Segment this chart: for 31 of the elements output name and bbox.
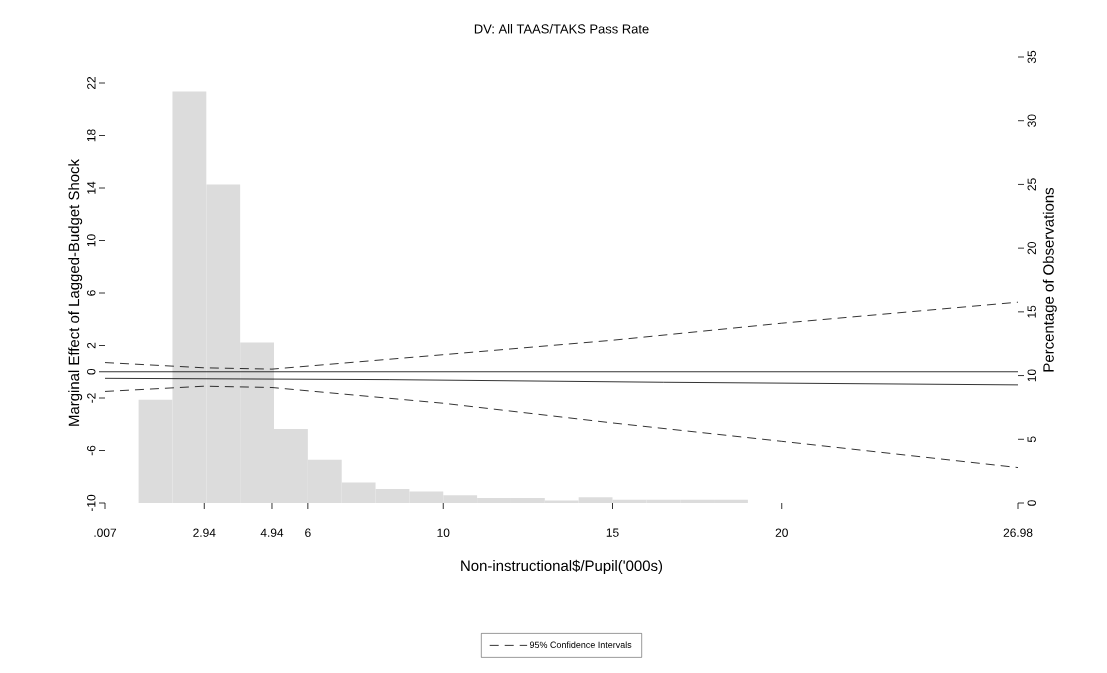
y-tick-label: 22 [87, 76, 96, 90]
y-tick-label: 6 [87, 290, 96, 296]
y-axis-title: Marginal Effect of Lagged-Budget Shock [68, 159, 83, 426]
y-tick-label: -2 [87, 393, 96, 403]
y2-tick-label: 30 [1027, 114, 1036, 127]
y-tick-label: 18 [87, 129, 96, 142]
chart-title: DV: All TAAS/TAKS Pass Rate [474, 23, 649, 34]
y-tick-label: 2 [87, 342, 96, 349]
y2-tick-label: 5 [1027, 436, 1036, 443]
x-tick-label: 26.98 [1003, 528, 1033, 537]
y-tick-label: 0 [87, 368, 96, 375]
x-axis-title: Non-instructional$/Pupil('000s) [461, 559, 663, 574]
legend-label: 95% Confidence Intervals [529, 641, 632, 648]
x-tick-label: 6 [305, 528, 311, 537]
x-tick-label: 20 [775, 528, 788, 537]
y-tick-label: 14 [87, 181, 96, 194]
x-tick-label: 4.94 [260, 528, 284, 537]
y2-tick-label: 15 [1027, 305, 1036, 318]
y2-tick-label: 35 [1027, 50, 1036, 64]
x-tick-label: 10 [437, 528, 450, 537]
y2-tick-label: 10 [1027, 369, 1036, 382]
y2-tick-label: 20 [1027, 241, 1036, 255]
y-tick-label: 10 [87, 234, 96, 247]
x-tick-label: .007 [94, 528, 117, 537]
x-tick-label: 15 [606, 528, 619, 537]
x-tick-label: 2.94 [193, 528, 216, 537]
y-tick-label: -10 [87, 494, 96, 512]
y2-axis-title: Percentage of Observations [1042, 187, 1057, 372]
y-tick-label: -6 [87, 445, 96, 456]
y2-tick-label: 25 [1027, 178, 1036, 191]
y2-tick-label: 0 [1027, 500, 1036, 506]
